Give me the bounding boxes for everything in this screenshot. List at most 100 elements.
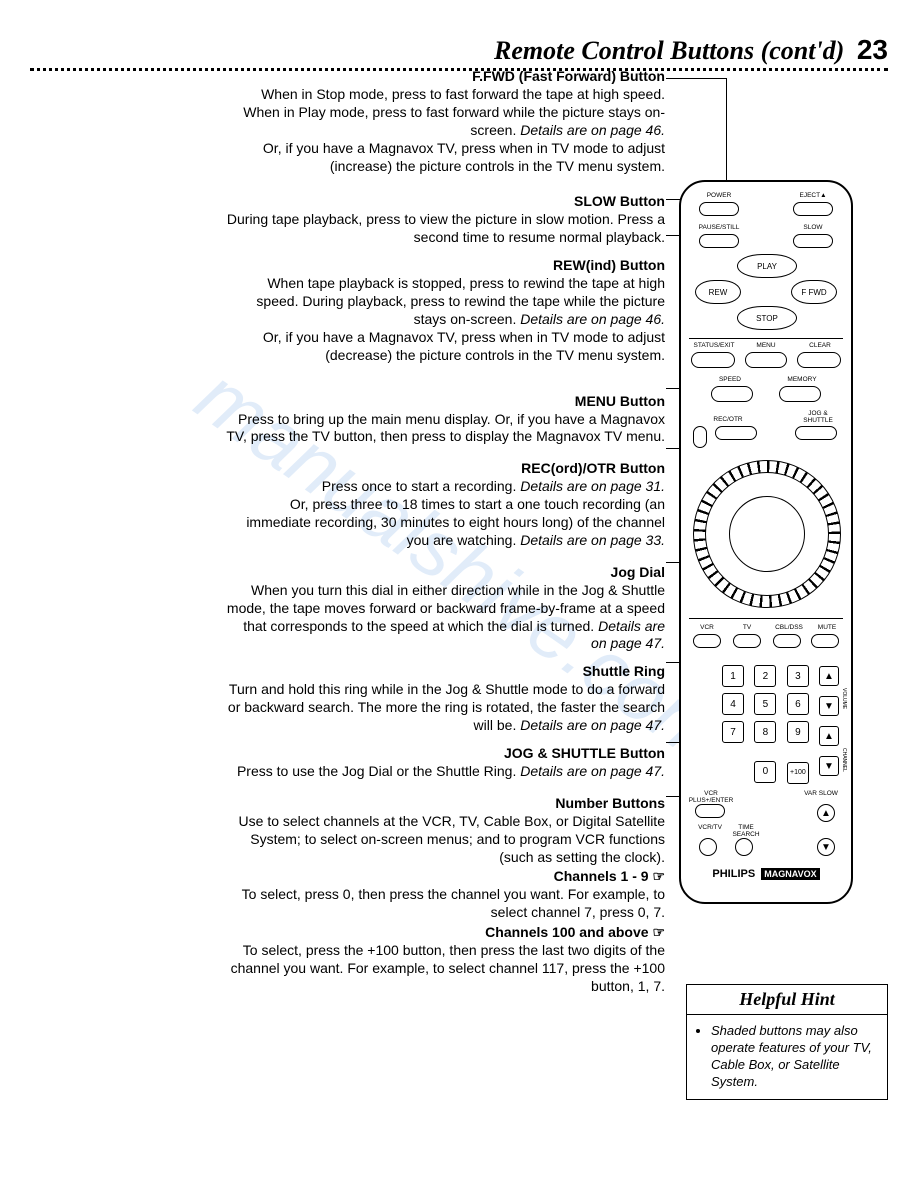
entry-body: Turn and hold this ring while in the Jog… (225, 681, 665, 735)
entry-title: Number Buttons (225, 795, 665, 813)
stop-button: STOP (737, 306, 797, 330)
pause-button (699, 234, 739, 248)
entry-title: Shuttle Ring (225, 663, 665, 681)
menu-button (745, 352, 787, 368)
details: Details are on page 31. (520, 478, 665, 494)
eject-button (793, 202, 833, 216)
varslow-label: VAR SLOW (799, 790, 843, 797)
jogshuttle-button (795, 426, 837, 440)
ch-up-button: ▲ (819, 726, 839, 746)
entry-title: JOG & SHUTTLE Button (225, 745, 665, 763)
brand-row: PHILIPS MAGNAVOX (681, 868, 851, 880)
num-0: 0 (754, 761, 776, 783)
time-label: TIME SEARCH (731, 824, 761, 838)
entry-title: SLOW Button (225, 193, 665, 211)
menu-label: MENU (745, 342, 787, 349)
entry-title: Jog Dial (225, 564, 665, 582)
slow-button (793, 234, 833, 248)
details: Details are on page 47. (591, 618, 665, 652)
details: Details are on page 46. (520, 122, 665, 138)
mode-cbl-button (773, 634, 801, 648)
hint-body: Shaded buttons may also operate features… (687, 1015, 887, 1099)
details2: Details are on page 33. (520, 532, 665, 548)
vol-down-button: ▼ (819, 696, 839, 716)
entry-jogshuttle: JOG & SHUTTLE Button Press to use the Jo… (225, 745, 665, 781)
jog-center (729, 496, 805, 572)
entry-body: When you turn this dial in either direct… (225, 582, 665, 654)
varslow-down-button: ▼ (817, 838, 835, 856)
body-text: Press once to start a recording. (322, 478, 517, 494)
entry-extra: Or, if you have a Magnavox TV, press whe… (225, 329, 665, 365)
num-5: 5 (754, 693, 776, 715)
page-title: Remote Control Buttons (cont'd) (494, 36, 844, 65)
status-label: STATUS/EXIT (689, 342, 739, 349)
ffwd-button: F FWD (791, 280, 837, 304)
rec-button (715, 426, 757, 440)
callout-line (666, 78, 726, 79)
entries-column: F.FWD (Fast Forward) Button When in Stop… (225, 68, 665, 1006)
entry-body: Press to bring up the main menu display.… (225, 411, 665, 447)
varslow-up-button: ▲ (817, 804, 835, 822)
mode-tv-label: TV (731, 624, 763, 631)
rew-button: REW (695, 280, 741, 304)
details: Details are on page 47. (520, 717, 665, 733)
entry-title: REW(ind) Button (225, 257, 665, 275)
memory-label: MEMORY (781, 376, 823, 383)
entry-body: When in Stop mode, press to fast forward… (225, 86, 665, 140)
clear-button (797, 352, 841, 368)
entry-body: Press once to start a recording. Details… (225, 478, 665, 496)
details: Details are on page 47. (520, 763, 665, 779)
helpful-hint-box: Helpful Hint Shaded buttons may also ope… (686, 984, 888, 1100)
ch-down-button: ▼ (819, 756, 839, 776)
num-9: 9 (787, 721, 809, 743)
num-7: 7 (722, 721, 744, 743)
entry-jog: Jog Dial When you turn this dial in eith… (225, 564, 665, 654)
vcrplus-button (695, 804, 725, 818)
entry-ffwd: F.FWD (Fast Forward) Button When in Stop… (225, 68, 665, 175)
entry-rec: REC(ord)/OTR Button Press once to start … (225, 460, 665, 550)
number-pad: 1 2 3 4 5 6 7 8 9 0 +100 (719, 662, 815, 787)
num-100: +100 (787, 762, 809, 784)
sub-body-1: To select, press 0, then press the chann… (225, 886, 665, 922)
entry-body: When tape playback is stopped, press to … (225, 275, 665, 329)
mode-mute-button (811, 634, 839, 648)
page-header: Remote Control Buttons (cont'd) 23 (494, 34, 888, 66)
entry-rew: REW(ind) Button When tape playback is st… (225, 257, 665, 364)
status-button (691, 352, 735, 368)
time-button (735, 838, 753, 856)
page-number: 23 (857, 34, 888, 65)
vcrplus-label: VCR PLUS+/ENTER (687, 790, 735, 804)
entry-shuttle: Shuttle Ring Turn and hold this ring whi… (225, 663, 665, 735)
entry-title: REC(ord)/OTR Button (225, 460, 665, 478)
jogshuttle-label: JOG & SHUTTLE (793, 410, 843, 424)
entry-body: Press to use the Jog Dial or the Shuttle… (225, 763, 665, 781)
clear-label: CLEAR (799, 342, 841, 349)
entry-extra: Or, if you have a Magnavox TV, press whe… (225, 140, 665, 176)
entry-title: MENU Button (225, 393, 665, 411)
entry-body: During tape playback, press to view the … (225, 211, 665, 247)
brand-philips: PHILIPS (712, 868, 755, 880)
entry-title: F.FWD (Fast Forward) Button (225, 68, 665, 86)
num-1: 1 (722, 665, 744, 687)
num-2: 2 (754, 665, 776, 687)
mode-vcr-label: VCR (691, 624, 723, 631)
num-8: 8 (754, 721, 776, 743)
brand-magnavox: MAGNAVOX (761, 868, 819, 880)
vcrtv-button (699, 838, 717, 856)
vol-up-button: ▲ (819, 666, 839, 686)
speed-button (711, 386, 753, 402)
hint-text: Shaded buttons may also operate features… (711, 1023, 877, 1091)
num-3: 3 (787, 665, 809, 687)
play-button: PLAY (737, 254, 797, 278)
sub-title-1: Channels 1 - 9 ☞ (225, 868, 665, 886)
entry-menu: MENU Button Press to bring up the main m… (225, 393, 665, 447)
speed-label: SPEED (709, 376, 751, 383)
eject-label: EJECT▲ (793, 192, 833, 199)
rec-button-small (693, 426, 707, 448)
num-4: 4 (722, 693, 744, 715)
rec-label: REC/OTR (707, 416, 749, 423)
mode-cbl-label: CBL/DSS (771, 624, 807, 631)
divider (689, 338, 843, 339)
power-label: POWER (699, 192, 739, 199)
pause-label: PAUSE/STILL (691, 224, 747, 231)
